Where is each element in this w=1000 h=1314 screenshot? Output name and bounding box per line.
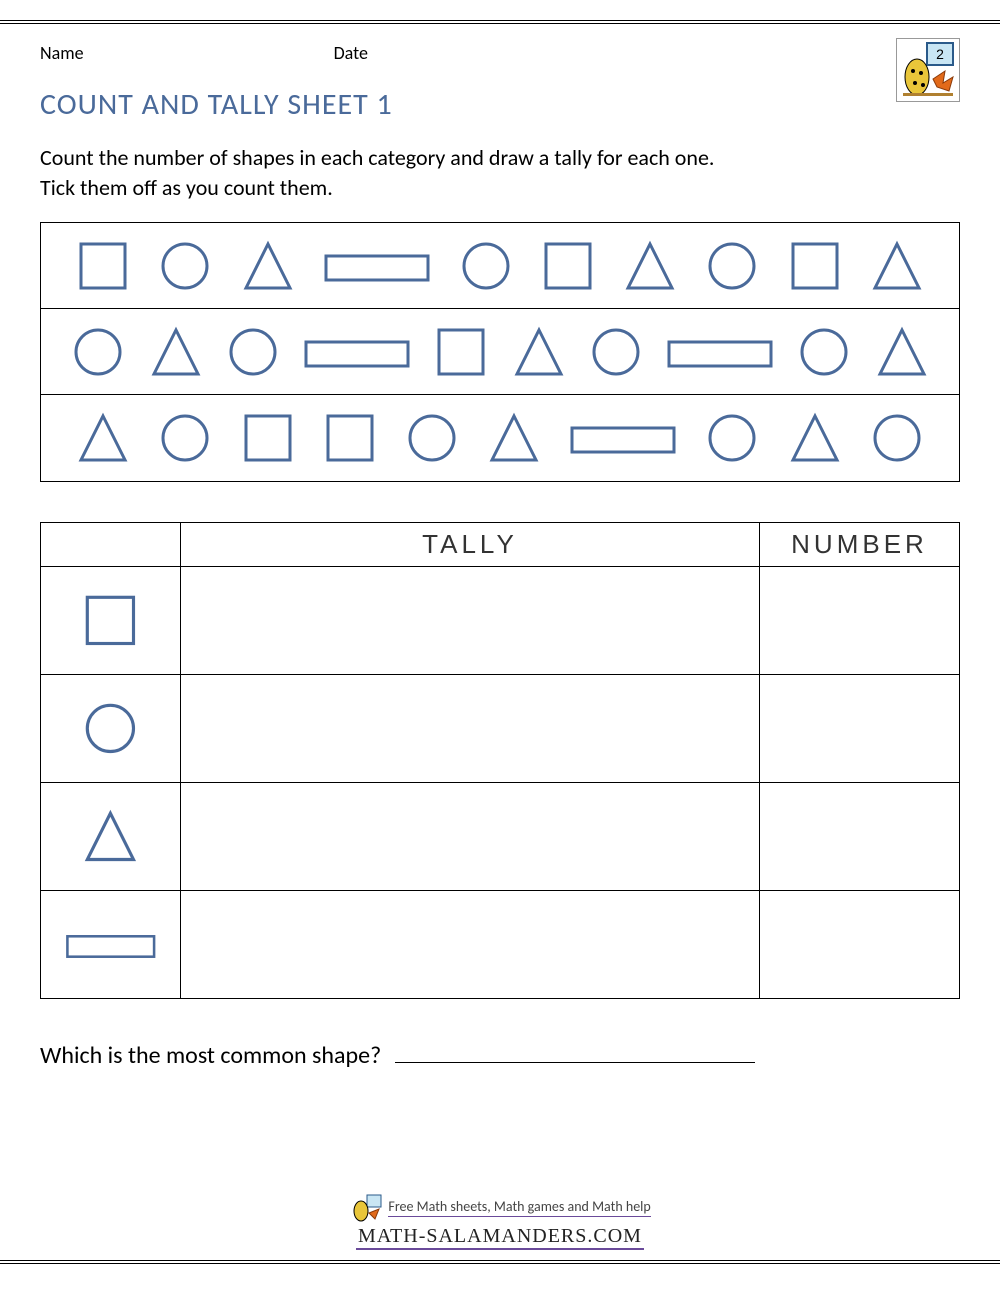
tally-cell[interactable] [181,675,760,783]
triangle-icon [511,324,567,380]
shapes-row [41,395,959,481]
question-text: Which is the most common shape? [40,1041,381,1070]
circle-icon [404,410,460,466]
instructions-line-2: Tick them off as you count them. [40,174,333,201]
circle-icon [704,410,760,466]
tally-row [41,567,960,675]
number-cell[interactable] [760,567,960,675]
key-rectangle-icon [41,891,181,999]
circle-icon [588,324,644,380]
tally-row [41,675,960,783]
col-header-tally: TALLY [181,523,760,567]
rectangle-icon [568,410,678,466]
number-cell[interactable] [760,891,960,999]
square-icon [75,238,131,294]
tally-cell[interactable] [181,783,760,891]
triangle-icon [869,238,925,294]
col-header-shape [41,523,181,567]
tally-cell[interactable] [181,891,760,999]
footer-logo-icon [349,1193,383,1223]
shapes-counting-box [40,222,960,482]
brand-logo-icon: 2 [896,38,960,102]
tally-cell[interactable] [181,567,760,675]
square-icon [322,410,378,466]
tally-header-row: TALLY NUMBER [41,523,960,567]
name-label: Name [40,42,84,64]
instructions-line-1: Count the number of shapes in each categ… [40,144,714,171]
triangle-icon [874,324,930,380]
header-row: Name Date [40,42,960,64]
rectangle-icon [665,324,775,380]
square-icon [240,410,296,466]
shapes-row [41,223,959,309]
key-square-icon [41,567,181,675]
square-icon [540,238,596,294]
triangle-icon [787,410,843,466]
page-title: COUNT AND TALLY SHEET 1 [40,86,960,123]
circle-icon [458,238,514,294]
circle-icon [869,410,925,466]
col-header-number: NUMBER [760,523,960,567]
number-cell[interactable] [760,783,960,891]
worksheet-page: Name Date 2 COUNT AND TALLY SHEET 1 Coun… [0,20,1000,1264]
circle-icon [157,410,213,466]
footer-tagline: Free Math sheets, Math games and Math he… [388,1198,650,1217]
rectangle-icon [302,324,412,380]
key-circle-icon [41,675,181,783]
question-prompt: Which is the most common shape? [40,1041,960,1070]
square-icon [787,238,843,294]
circle-icon [704,238,760,294]
triangle-icon [240,238,296,294]
triangle-icon [622,238,678,294]
number-cell[interactable] [760,675,960,783]
date-label: Date [334,42,368,64]
triangle-icon [75,410,131,466]
logo-badge-number: 2 [936,46,944,62]
shapes-row [41,309,959,395]
rectangle-icon [322,238,432,294]
tally-row [41,891,960,999]
key-triangle-icon [41,783,181,891]
square-icon [433,324,489,380]
circle-icon [796,324,852,380]
footer-site-url: MATH-SALAMANDERS.COM [356,1225,644,1250]
answer-blank-line[interactable] [395,1062,755,1063]
triangle-icon [486,410,542,466]
circle-icon [225,324,281,380]
tally-table: TALLY NUMBER [40,522,960,999]
triangle-icon [148,324,204,380]
circle-icon [70,324,126,380]
instructions: Count the number of shapes in each categ… [40,143,960,202]
circle-icon [157,238,213,294]
page-footer: Free Math sheets, Math games and Math he… [0,1193,1000,1250]
tally-row [41,783,960,891]
